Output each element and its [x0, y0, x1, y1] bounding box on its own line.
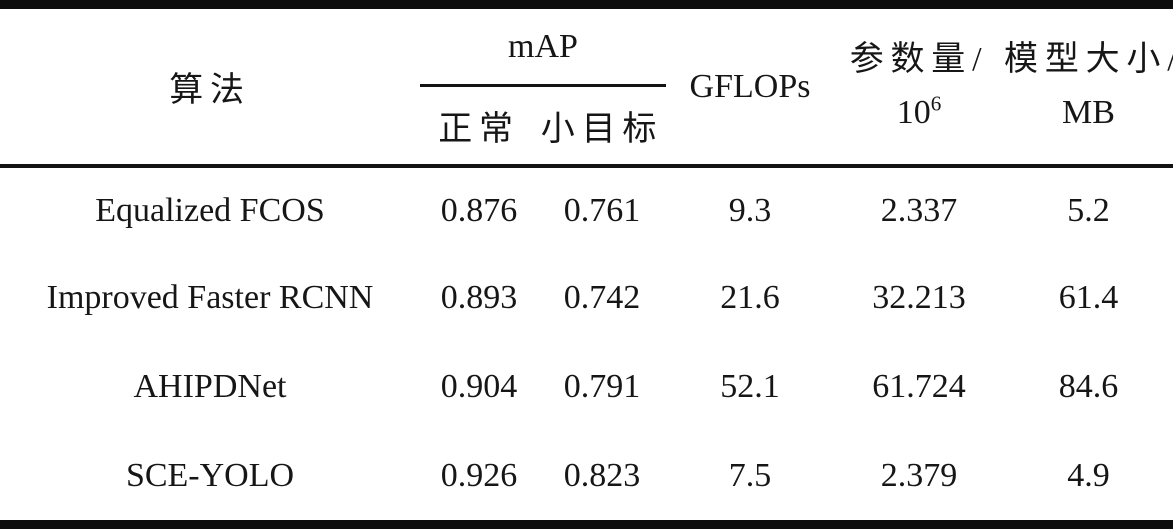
- header-params-unit: 106: [834, 87, 1004, 140]
- cell-params: 2.337: [834, 164, 1005, 253]
- header-model-size: 模型大小/ MB: [1004, 9, 1173, 164]
- header-params-label: 参数量/: [849, 40, 989, 78]
- cell-algorithm: Improved Faster RCNN: [46, 278, 374, 316]
- header-model-size-unit: MB: [1062, 93, 1115, 131]
- header-map-normal: 正常: [438, 111, 520, 148]
- cell-model-size: 4.9: [1067, 456, 1110, 494]
- cell-algorithm: AHIPDNet: [133, 367, 287, 405]
- cell-map-small: 0.791: [563, 367, 641, 405]
- cell-algorithm: Equalized FCOS: [0, 164, 420, 253]
- cell-gflops: 21.6: [720, 278, 780, 316]
- cell-gflops: 9.3: [666, 164, 835, 253]
- table-row: SCE-YOLO 0.926 0.823 7.5 2.379 4.9: [0, 431, 1173, 520]
- params-base: 10: [896, 93, 931, 131]
- cell-gflops: 52.1: [720, 367, 780, 405]
- cell-map-normal: 0.876: [420, 164, 538, 253]
- cell-model-size: 5.2: [1004, 164, 1173, 253]
- header-model-size-label: 模型大小/: [1004, 40, 1173, 78]
- cell-algorithm: SCE-YOLO: [125, 456, 295, 494]
- cell-model-size: 84.6: [1058, 367, 1119, 405]
- table-row: Improved Faster RCNN 0.893 0.742 21.6 32…: [0, 253, 1173, 342]
- table-row: AHIPDNet 0.904 0.791 52.1 61.724 84.6: [0, 342, 1173, 431]
- cell-params: 2.379: [880, 456, 958, 494]
- cell-model-size: 61.4: [1058, 278, 1119, 316]
- cell-map-small: 0.742: [563, 278, 641, 316]
- cell-map-small: 0.823: [563, 456, 641, 494]
- cell-params: 61.724: [872, 367, 966, 405]
- params-exponent: 6: [930, 91, 942, 116]
- cell-gflops: 7.5: [728, 456, 772, 494]
- cell-params: 32.213: [872, 278, 966, 316]
- cell-map-normal: 0.904: [440, 367, 518, 405]
- table-row: Equalized FCOS 0.876 0.761 9.3 2.337 5.2: [0, 164, 1173, 253]
- header-gflops: GFLOPs: [689, 67, 811, 105]
- cell-map-normal: 0.926: [440, 456, 518, 494]
- header-params: 参数量/ 106: [834, 9, 1004, 164]
- header-algorithm: 算法: [169, 72, 251, 109]
- cell-map-normal: 0.893: [440, 278, 518, 316]
- header-map-group: mAP: [420, 9, 667, 87]
- header-map-small: 小目标: [540, 111, 664, 148]
- cell-map-small: 0.761: [538, 164, 667, 253]
